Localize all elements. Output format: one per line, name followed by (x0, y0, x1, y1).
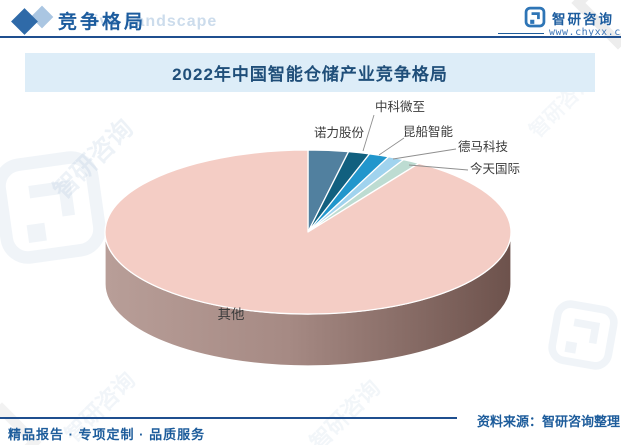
pie-label-6: 其他 (218, 307, 245, 322)
brand-name: 智研咨询 (552, 12, 614, 27)
pie-slice-6 (104, 149, 512, 315)
leader-line-3 (378, 137, 405, 156)
pie-label-1: 诺力股份 (314, 126, 365, 140)
watermark-logo-icon (548, 300, 618, 370)
footer-rule (0, 417, 457, 419)
pie-label-4: 德马科技 (458, 139, 509, 154)
brand-divider (498, 33, 544, 34)
pie-label-3: 昆船智能 (403, 124, 454, 139)
chart-title: 2022年中国智能仓储产业竞争格局 (172, 65, 448, 84)
leader-line-5 (408, 164, 469, 171)
header-watermark: ive Landscape (94, 13, 218, 30)
zhiyan-logo-icon (524, 6, 546, 28)
header-rule (0, 36, 621, 38)
watermark-logo-icon (0, 151, 106, 264)
leader-line-4 (392, 148, 457, 160)
page-title: 竞争格局 (58, 12, 147, 33)
pie-label-2: 中科微至 (375, 99, 425, 114)
pie-label-5: 今天国际 (470, 161, 520, 176)
diamond-bullet-icon (11, 5, 58, 38)
brand-url-link[interactable]: www.chyxx.com (549, 27, 621, 38)
chart-title-bar: 2022年中国智能仓储产业竞争格局 (25, 53, 595, 92)
footer-services: 精品报告 · 专项定制 · 品质服务 (8, 427, 206, 442)
footer-source: 资料来源：智研咨询整理 (477, 414, 621, 429)
leader-line-2 (362, 114, 375, 152)
